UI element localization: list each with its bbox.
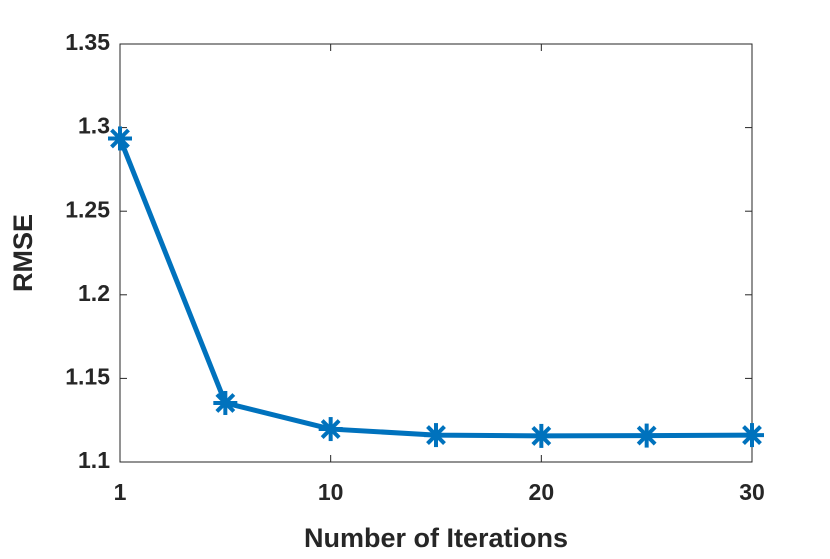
data-point: [529, 423, 554, 448]
y-tick-label: 1.15: [65, 363, 110, 389]
y-tick-label: 1.2: [78, 280, 110, 306]
y-tick-label: 1.35: [65, 29, 110, 55]
y-tick-label: 1.1: [78, 447, 110, 473]
data-point: [213, 390, 238, 415]
data-point: [740, 423, 764, 448]
data-point: [108, 126, 132, 151]
x-tick-label: 1: [114, 479, 127, 505]
marker-stroke: [636, 425, 657, 446]
marker-stroke: [426, 425, 446, 445]
series-line: [117, 137, 753, 439]
marker-stroke: [531, 426, 552, 446]
marker-stroke: [215, 393, 236, 413]
data-point: [318, 417, 343, 442]
marker-stroke: [110, 128, 130, 149]
x-axis-label: Number of Iterations: [304, 523, 568, 553]
data-point: [424, 423, 448, 448]
plot-frame: [119, 43, 753, 463]
marker-stroke: [742, 425, 762, 445]
y-axis-label: RMSE: [8, 214, 38, 292]
x-tick-label: 30: [739, 479, 765, 505]
y-tick-label: 1.3: [78, 113, 110, 139]
x-tick-label: 20: [529, 479, 555, 505]
data-point: [634, 423, 659, 448]
x-tick-label: 10: [318, 479, 344, 505]
y-tick-label: 1.25: [65, 196, 110, 222]
marker-stroke: [320, 419, 341, 439]
